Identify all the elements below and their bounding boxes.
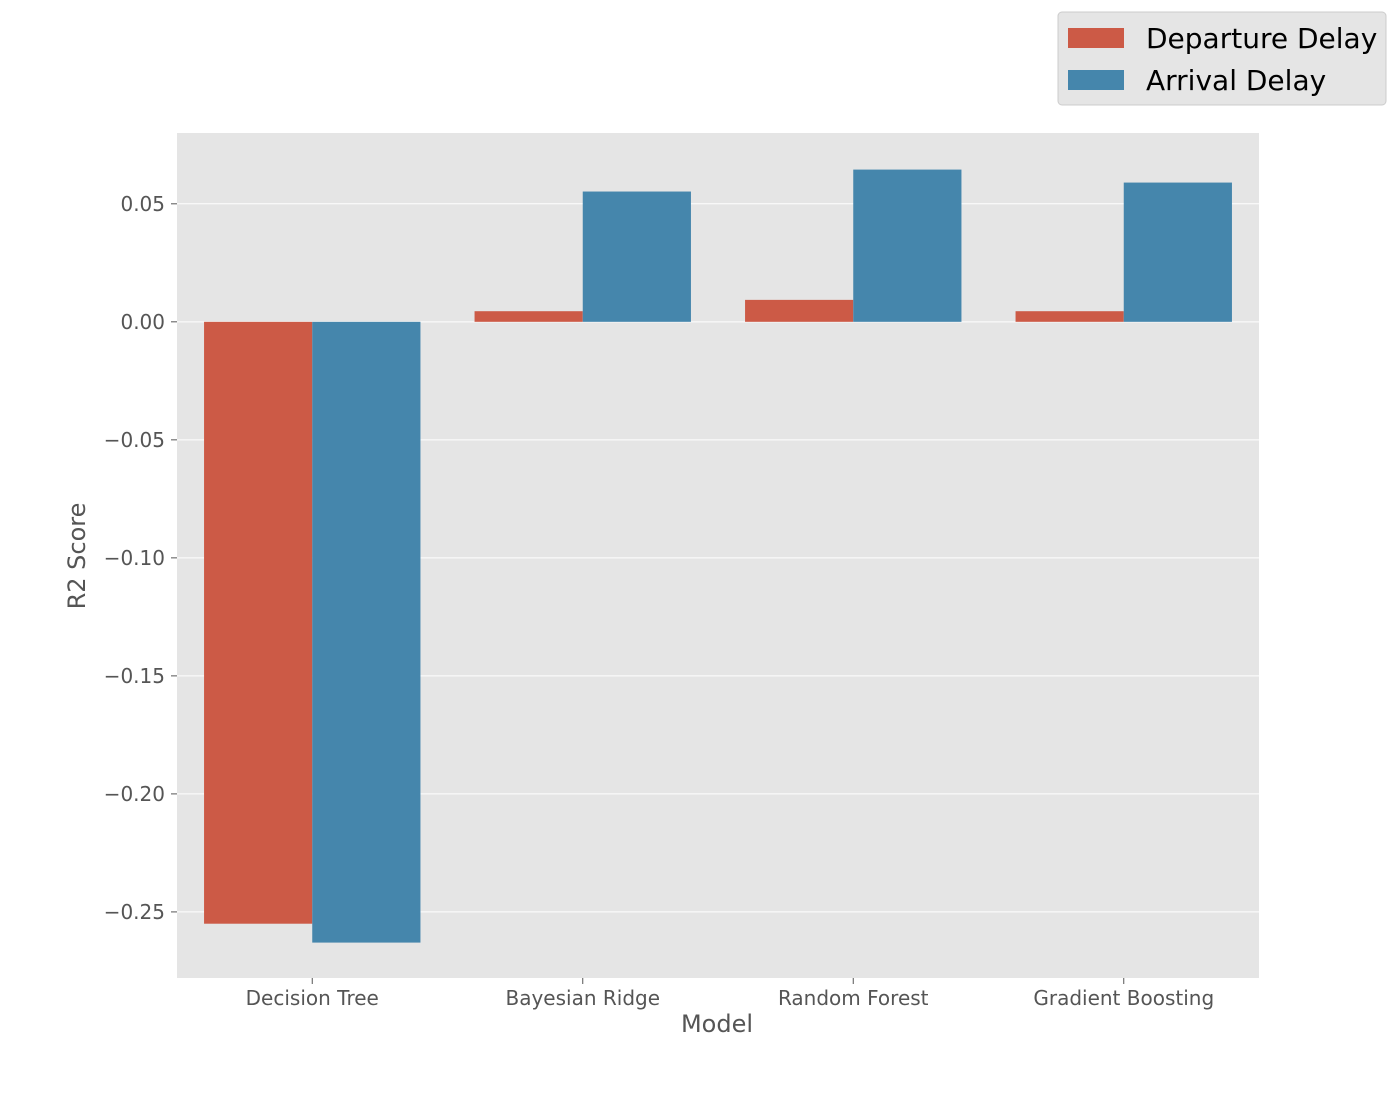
bar-departure-delay [1015, 311, 1124, 322]
y-tick-label: −0.20 [104, 782, 165, 806]
legend-label: Arrival Delay [1146, 64, 1326, 97]
bar-departure-delay [204, 321, 313, 924]
legend: Departure Delay Arrival Delay [1057, 11, 1387, 106]
x-tick-label: Gradient Boosting [1033, 986, 1214, 1010]
y-axis-label: R2 Score [63, 503, 91, 610]
bar-arrival-delay [582, 191, 691, 322]
legend-label: Departure Delay [1146, 22, 1377, 55]
legend-box [1057, 11, 1387, 106]
y-axis-ticks: 0.05 0.00 −0.05 −0.10 −0.15 −0.20 −0.25 [104, 192, 177, 924]
y-tick-label: 0.00 [120, 310, 165, 334]
y-tick-label: 0.05 [120, 192, 165, 216]
bars [204, 169, 1232, 943]
legend-swatch [1068, 70, 1124, 90]
x-tick-label: Random Forest [778, 986, 929, 1010]
y-tick-label: −0.25 [104, 900, 165, 924]
y-tick-label: −0.15 [104, 664, 165, 688]
x-tick-label: Bayesian Ridge [505, 986, 660, 1010]
bar-departure-delay [745, 299, 854, 322]
x-axis-ticks: Decision Tree Bayesian Ridge Random Forest… [246, 978, 1214, 1010]
bar-departure-delay [474, 311, 583, 322]
x-tick-label: Decision Tree [246, 986, 379, 1010]
bar-arrival-delay [853, 169, 962, 322]
legend-swatch [1068, 28, 1124, 48]
bar-arrival-delay [1123, 182, 1232, 322]
bar-arrival-delay [312, 321, 421, 943]
x-axis-label: Model [681, 1010, 753, 1038]
y-tick-label: −0.05 [104, 428, 165, 452]
y-tick-label: −0.10 [104, 546, 165, 570]
